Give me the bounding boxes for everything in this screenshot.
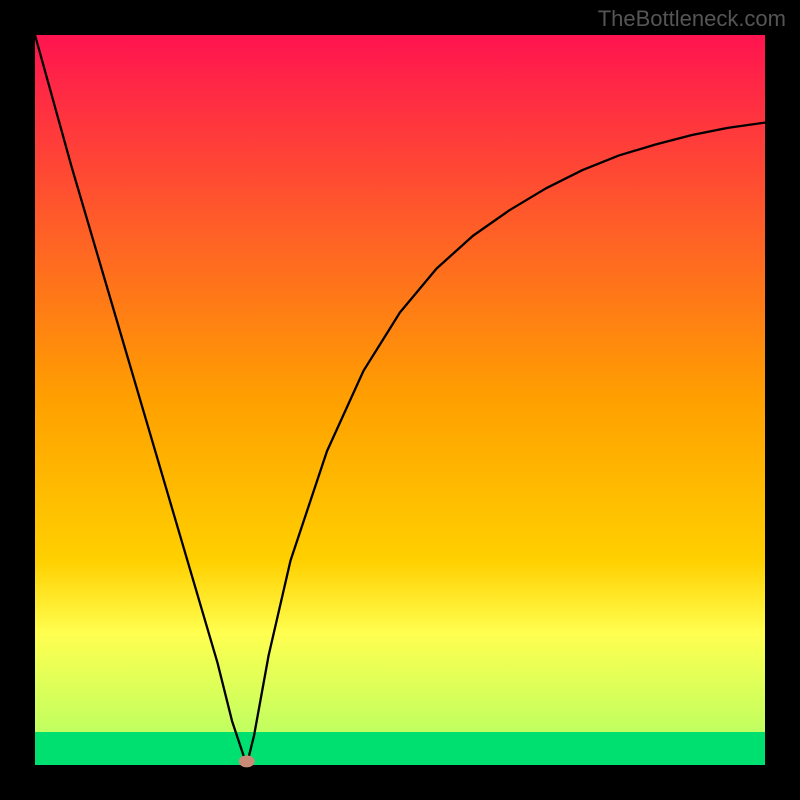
chart-svg <box>0 0 800 800</box>
dip-marker <box>239 755 255 767</box>
watermark-text: TheBottleneck.com <box>598 6 786 32</box>
chart-line <box>35 35 765 765</box>
